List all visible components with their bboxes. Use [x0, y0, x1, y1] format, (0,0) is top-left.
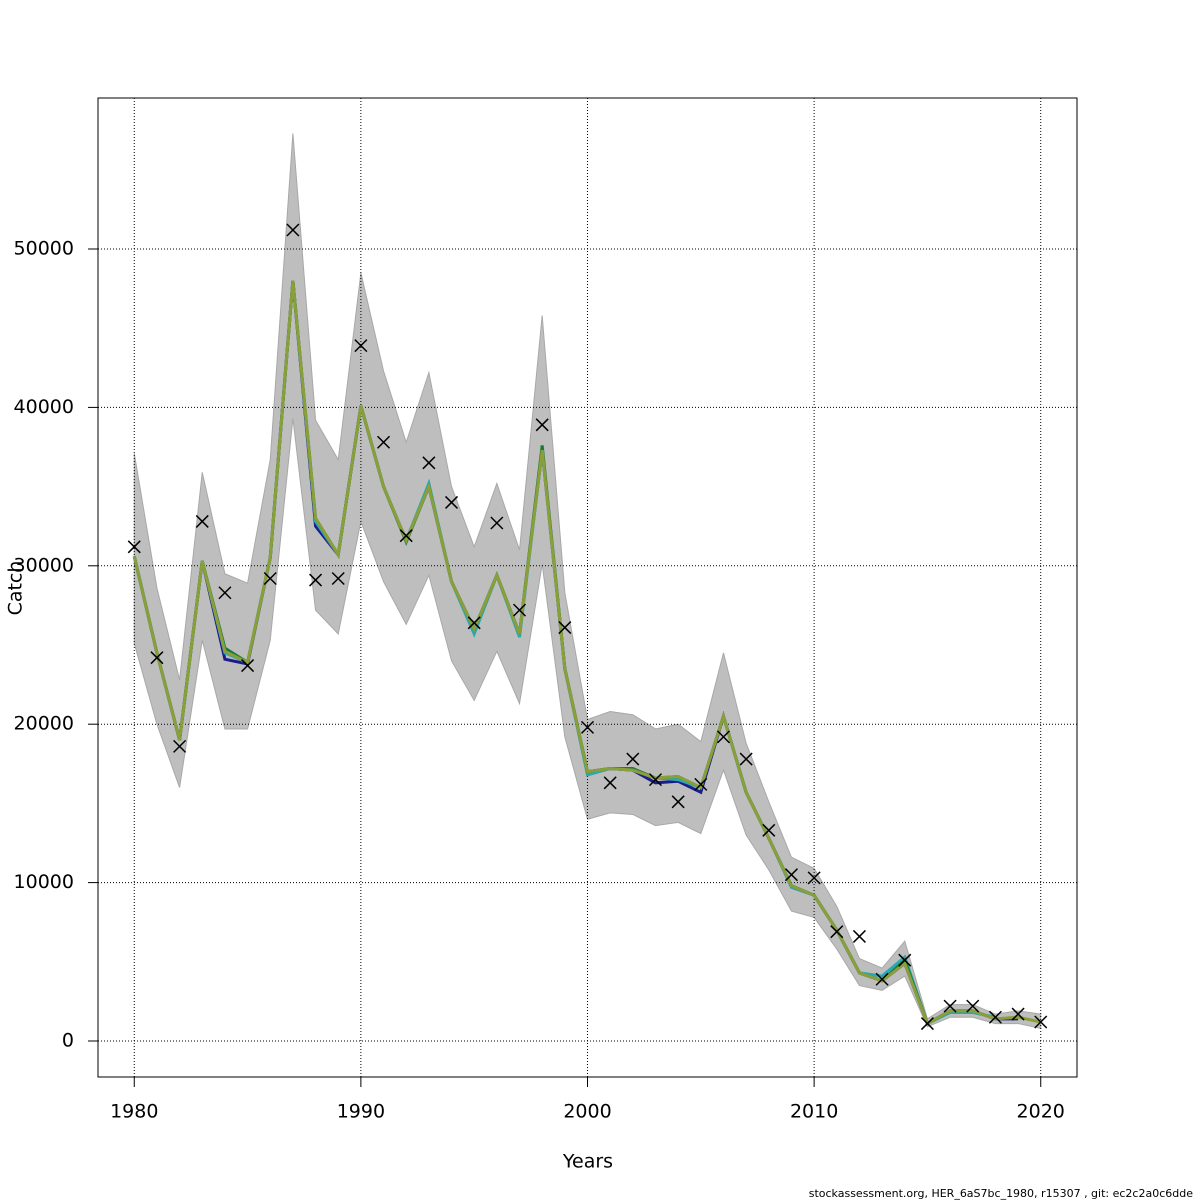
observed-point	[263, 571, 277, 586]
observed-point	[331, 571, 345, 586]
y-axis-label: Catch	[5, 561, 27, 616]
observed-point	[241, 659, 255, 673]
y-tick-label: 50000	[14, 238, 74, 260]
observed-point	[739, 752, 753, 766]
observed-point	[716, 730, 731, 744]
y-tick-label: 40000	[14, 396, 74, 418]
observed-point	[127, 540, 141, 554]
observed-point	[558, 621, 572, 635]
observed-point	[286, 223, 300, 237]
y-tick-label: 0	[62, 1029, 74, 1051]
y-tick-label: 10000	[14, 871, 74, 893]
y-tick-label: 30000	[14, 554, 74, 576]
confidence-band	[133, 133, 1042, 1029]
observed-point	[444, 495, 459, 509]
series-line	[132, 280, 1042, 1026]
observed-point	[966, 999, 980, 1013]
x-axis-label: Years	[562, 1151, 613, 1173]
observed-point	[1034, 1015, 1048, 1029]
observed-point	[377, 435, 391, 449]
observed-point	[762, 823, 776, 837]
observed-point	[580, 720, 595, 734]
y-tick-label: 20000	[14, 713, 74, 735]
observed-point	[467, 616, 481, 630]
observed-point	[920, 1017, 934, 1031]
observed-point	[399, 529, 413, 543]
observed-point	[1011, 1007, 1025, 1021]
x-tick-label: 2020	[1017, 1101, 1065, 1123]
observed-point	[694, 777, 708, 791]
x-tick-label: 2000	[563, 1101, 611, 1123]
observed-point	[195, 514, 209, 528]
observed-point	[603, 776, 617, 790]
observed-point	[490, 516, 504, 530]
plot-frame	[97, 97, 1078, 1078]
observed-point	[875, 972, 889, 986]
footnote: stockassessment.org, HER_6aS7bc_1980, r1…	[809, 1187, 1194, 1200]
observed-point	[807, 871, 821, 885]
x-tick-label: 1980	[110, 1101, 158, 1123]
observed-point	[535, 418, 549, 432]
observed-point	[988, 1010, 1002, 1024]
observed-point	[354, 339, 368, 353]
observed-point	[150, 651, 164, 665]
observed-point	[943, 999, 957, 1013]
observed-point	[852, 929, 866, 943]
observed-point	[626, 752, 640, 766]
x-tick-label: 1990	[337, 1101, 385, 1123]
observed-point	[512, 603, 527, 617]
observed-point	[173, 739, 187, 753]
observed-point	[898, 953, 912, 967]
observed-point	[422, 456, 436, 470]
observed-point	[218, 586, 232, 600]
observed-point	[784, 868, 798, 882]
observed-point	[309, 573, 323, 587]
observed-point	[648, 773, 663, 787]
observed-point	[830, 925, 844, 939]
x-tick-label: 2010	[790, 1101, 838, 1123]
observed-point	[671, 795, 685, 809]
